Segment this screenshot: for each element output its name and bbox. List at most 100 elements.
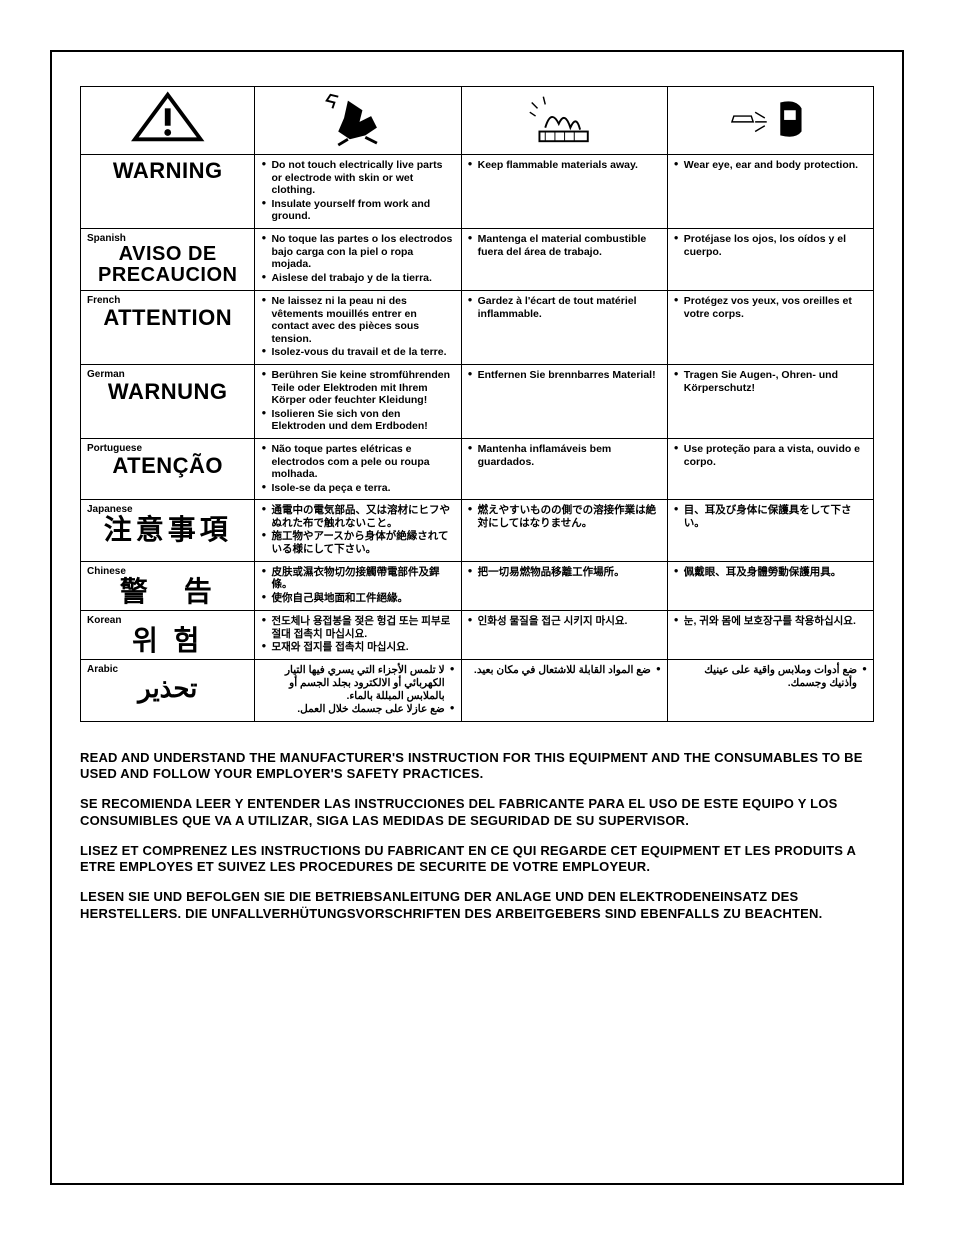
message-item: Isolez-vous du travail et de la terre. [261, 346, 454, 359]
message-item: 把一切易燃物品移離工作場所。 [468, 566, 661, 579]
message-cell: 皮肤或濕衣物切勿接觸帶電部件及銲條。使你自己與地面和工件絕緣。 [255, 561, 461, 610]
message-item: Entfernen Sie brennbarres Material! [468, 369, 661, 382]
message-list: Mantenha inflamáveis bem guardados. [468, 443, 661, 468]
message-cell: 通電中の電気部品、又は溶材にヒフやぬれた布で触れないこと。施工物やアースから身体… [255, 500, 461, 561]
warning-row: FrenchATTENTIONNe laissez ni la peau ni … [81, 290, 874, 364]
message-item: ضع المواد القابلة للاشتعال في مكان بعيد. [468, 664, 661, 677]
footer-paragraph: LISEZ ET COMPRENEZ LES INSTRUCTIONS DU F… [80, 843, 874, 876]
message-cell: 인화성 물질을 접근 시키지 마시요. [461, 611, 667, 660]
message-item: Wear eye, ear and body protection. [674, 159, 867, 172]
message-cell: Gardez à l'écart de tout matériel inflam… [461, 290, 667, 364]
language-cell: Arabicتحذير [81, 660, 255, 721]
message-item: 施工物やアースから身体が絶縁されている様にして下さい。 [261, 530, 454, 555]
footer-instructions: READ AND UNDERSTAND THE MANUFACTURER'S I… [80, 750, 874, 922]
message-cell: Não toque partes elétricas e electrodos … [255, 438, 461, 499]
electric-shock-icon-cell [255, 87, 461, 155]
warning-row: GermanWARNUNGBerühren Sie keine stromfüh… [81, 364, 874, 438]
message-cell: 燃えやすいものの側での溶接作業は絶対にしてはなりません。 [461, 500, 667, 561]
caution-icon-cell [81, 87, 255, 155]
message-list: 燃えやすいものの側での溶接作業は絶対にしてはなりません。 [468, 504, 661, 529]
message-list: 전도체나 용접봉을 젖은 헝겁 또는 피부로 절대 접촉치 마십시요.모재와 접… [261, 615, 454, 654]
message-list: ضع المواد القابلة للاشتعال في مكان بعيد. [468, 664, 661, 677]
message-cell: Do not touch electrically live parts or … [255, 155, 461, 229]
message-item: 모재와 접지를 접촉치 마십시요. [261, 641, 454, 654]
message-item: Do not touch electrically live parts or … [261, 159, 454, 197]
electric-shock-icon [257, 89, 458, 147]
message-list: Gardez à l'écart de tout matériel inflam… [468, 295, 661, 320]
message-list: Ne laissez ni la peau ni des vêtements m… [261, 295, 454, 359]
message-item: 目、耳及び身体に保護具をして下さい。 [674, 504, 867, 529]
message-item: 通電中の電気部品、又は溶材にヒフやぬれた布で触れないこと。 [261, 504, 454, 529]
message-list: Não toque partes elétricas e electrodos … [261, 443, 454, 494]
message-list: 눈, 귀와 몸에 보호장구를 착용하십시요. [674, 615, 867, 628]
message-item: لا تلمس الأجزاء التي يسري فيها التيار ال… [261, 664, 454, 702]
message-list: 佩戴眼、耳及身體勞動保護用具。 [674, 566, 867, 579]
message-cell: Protégez vos yeux, vos oreilles et votre… [667, 290, 873, 364]
message-list: لا تلمس الأجزاء التي يسري فيها التيار ال… [261, 664, 454, 715]
message-list: Keep flammable materials away. [468, 159, 661, 172]
message-cell: Berühren Sie keine stromführenden Teile … [255, 364, 461, 438]
message-item: Não toque partes elétricas e electrodos … [261, 443, 454, 481]
message-list: 皮肤或濕衣物切勿接觸帶電部件及銲條。使你自己與地面和工件絕緣。 [261, 566, 454, 605]
message-list: Entfernen Sie brennbarres Material! [468, 369, 661, 382]
message-list: 目、耳及び身体に保護具をして下さい。 [674, 504, 867, 529]
warning-table: WARNING Do not touch electrically live pa… [80, 86, 874, 722]
message-item: Protégez vos yeux, vos oreilles et votre… [674, 295, 867, 320]
language-cell: GermanWARNUNG [81, 364, 255, 438]
warning-word: WARNING [87, 159, 248, 182]
warning-row: Korean위 험전도체나 용접봉을 젖은 헝겁 또는 피부로 절대 접촉치 마… [81, 611, 874, 660]
warning-word: 위 험 [87, 626, 248, 655]
message-list: Do not touch electrically live parts or … [261, 159, 454, 223]
message-item: 전도체나 용접봉을 젖은 헝겁 또는 피부로 절대 접촉치 마십시요. [261, 615, 454, 640]
message-list: ضع أدوات وملابس واقية على عينيك وأذنيك و… [674, 664, 867, 689]
warning-word: ATENÇÃO [87, 454, 248, 477]
message-cell: ضع المواد القابلة للاشتعال في مكان بعيد. [461, 660, 667, 721]
message-item: Mantenha inflamáveis bem guardados. [468, 443, 661, 468]
message-item: Berühren Sie keine stromführenden Teile … [261, 369, 454, 407]
message-list: Mantenga el material combustible fuera d… [468, 233, 661, 258]
message-item: ضع أدوات وملابس واقية على عينيك وأذنيك و… [674, 664, 867, 689]
language-cell: FrenchATTENTION [81, 290, 255, 364]
language-cell: PortugueseATENÇÃO [81, 438, 255, 499]
warning-word: ATTENTION [87, 306, 248, 329]
language-cell: Chinese警 告 [81, 561, 255, 610]
message-cell: Mantenga el material combustible fuera d… [461, 228, 667, 290]
message-item: 燃えやすいものの側での溶接作業は絶対にしてはなりません。 [468, 504, 661, 529]
message-item: Tragen Sie Augen-, Ohren- und Körperschu… [674, 369, 867, 394]
eye-protection-icon [670, 89, 871, 147]
message-item: Mantenga el material combustible fuera d… [468, 233, 661, 258]
message-list: 通電中の電気部品、又は溶材にヒフやぬれた布で触れないこと。施工物やアースから身体… [261, 504, 454, 555]
message-list: Use proteção para a vista, ouvido e corp… [674, 443, 867, 468]
message-cell: 佩戴眼、耳及身體勞動保護用具。 [667, 561, 873, 610]
message-cell: Ne laissez ni la peau ni des vêtements m… [255, 290, 461, 364]
warning-word: 警 告 [87, 577, 248, 606]
eye-protection-icon-cell [667, 87, 873, 155]
icon-row [81, 87, 874, 155]
footer-paragraph: READ AND UNDERSTAND THE MANUFACTURER'S I… [80, 750, 874, 783]
fire-icon-cell [461, 87, 667, 155]
caution-icon [83, 89, 252, 147]
warning-row: WARNING Do not touch electrically live pa… [81, 155, 874, 229]
message-cell: 把一切易燃物品移離工作場所。 [461, 561, 667, 610]
message-item: Gardez à l'écart de tout matériel inflam… [468, 295, 661, 320]
language-cell: Japanese注意事項 [81, 500, 255, 561]
message-cell: Entfernen Sie brennbarres Material! [461, 364, 667, 438]
warning-row: Chinese警 告皮肤或濕衣物切勿接觸帶電部件及銲條。使你自己與地面和工件絕緣… [81, 561, 874, 610]
message-list: 把一切易燃物品移離工作場所。 [468, 566, 661, 579]
message-list: Protéjase los ojos, los oídos y el cuerp… [674, 233, 867, 258]
message-cell: لا تلمس الأجزاء التي يسري فيها التيار ال… [255, 660, 461, 721]
message-list: Berühren Sie keine stromführenden Teile … [261, 369, 454, 433]
message-item: Use proteção para a vista, ouvido e corp… [674, 443, 867, 468]
message-list: 인화성 물질을 접근 시키지 마시요. [468, 615, 661, 628]
message-list: Tragen Sie Augen-, Ohren- und Körperschu… [674, 369, 867, 394]
warning-word: AVISO DE PRECAUCION [87, 244, 248, 286]
warning-row: Japanese注意事項通電中の電気部品、又は溶材にヒフやぬれた布で触れないこと… [81, 500, 874, 561]
footer-paragraph: SE RECOMIENDA LEER Y ENTENDER LAS INSTRU… [80, 796, 874, 829]
message-list: Protégez vos yeux, vos oreilles et votre… [674, 295, 867, 320]
language-cell: WARNING [81, 155, 255, 229]
message-list: No toque las partes o los electrodos baj… [261, 233, 454, 284]
message-cell: 目、耳及び身体に保護具をして下さい。 [667, 500, 873, 561]
message-item: Protéjase los ojos, los oídos y el cuerp… [674, 233, 867, 258]
page: WARNING Do not touch electrically live pa… [0, 0, 954, 1235]
message-cell: Mantenha inflamáveis bem guardados. [461, 438, 667, 499]
